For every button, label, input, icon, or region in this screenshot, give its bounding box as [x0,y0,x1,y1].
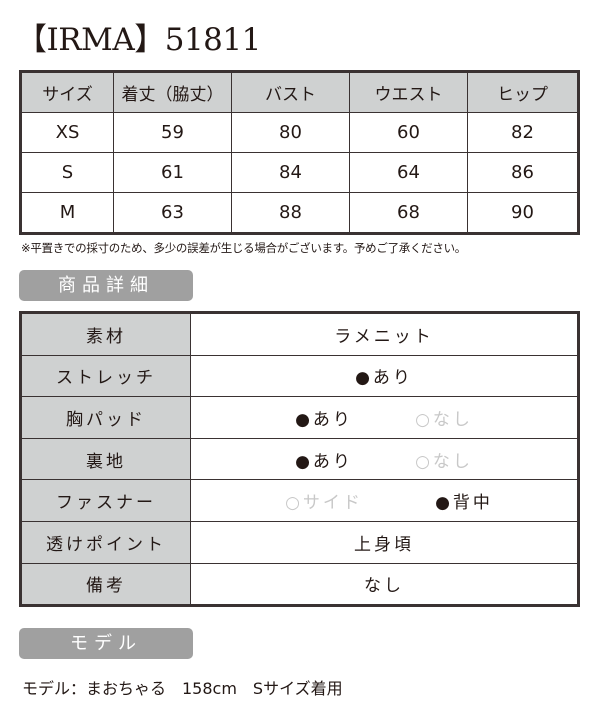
product-title: 【IRMA】51811 [16,22,261,58]
cell: S [20,152,114,193]
row-sheer: 透けポイント 上身頃 [20,520,579,564]
row-fastener: ファスナー ○サイド ●背中 [20,479,579,522]
cell: 60 [349,112,468,153]
size-table-header: サイズ 着丈（脇丈） バスト ウエスト ヒップ [20,71,579,113]
option-unselected: ○なし [415,409,473,430]
model-info: モデル：まおちゃる 158cm Sサイズ着用 [22,679,343,698]
option-unselected: ○なし [415,451,473,472]
label: 裏地 [20,437,191,481]
cell: 84 [231,152,350,193]
details-badge: 商品詳細 [19,270,193,301]
value: 上身頃 [190,520,579,564]
label: ストレッチ [20,354,191,398]
table-row: M 63 88 68 90 [20,192,579,234]
cell: 82 [467,112,579,153]
cell: XS [20,112,114,153]
cell: 64 [349,152,468,193]
table-row: XS 59 80 60 82 [20,112,579,153]
cell: 68 [349,192,468,234]
label: ファスナー [20,479,191,522]
cell: 86 [467,152,579,193]
details-table: 素材 ラメニット ストレッチ ●あり 胸パッド ●あり ○なし 裏地 ●あり ○なし ファス… [19,311,580,608]
cell: 80 [231,112,350,153]
cell: 59 [113,112,232,153]
row-stretch: ストレッチ ●あり [20,354,579,398]
size-table: サイズ 着丈（脇丈） バスト ウエスト ヒップ XS 59 80 60 82 S 61 84… [19,70,580,235]
header-waist: ウエスト [349,71,468,113]
header-bust: バスト [231,71,350,113]
row-material: 素材 ラメニット [20,312,579,356]
label: 備考 [20,562,191,607]
row-remarks: 備考 なし [20,562,579,607]
value: ラメニット [190,312,579,356]
header-size: サイズ [20,71,114,113]
cell: 63 [113,192,232,234]
header-length: 着丈（脇丈） [113,71,232,113]
option-selected: ●あり [295,451,353,472]
measurement-note: ※平置きでの採寸のため、多少の誤差が生じる場合がございます。予めご了承ください。 [21,241,466,255]
cell: 88 [231,192,350,234]
row-pad: 胸パッド ●あり ○なし [20,396,579,439]
value: ●あり [190,354,579,398]
value: なし [190,562,579,607]
label: 胸パッド [20,396,191,439]
header-hip: ヒップ [467,71,579,113]
cell: 61 [113,152,232,193]
option-selected: ●背中 [435,493,493,514]
option-selected: ●あり [295,409,353,430]
table-row: S 61 84 64 86 [20,152,579,193]
cell: M [20,192,114,234]
label: 素材 [20,312,191,356]
row-lining: 裏地 ●あり ○なし [20,437,579,481]
cell: 90 [467,192,579,234]
option-unselected: ○サイド [285,493,363,514]
model-badge: モデル [19,628,193,659]
label: 透けポイント [20,520,191,564]
